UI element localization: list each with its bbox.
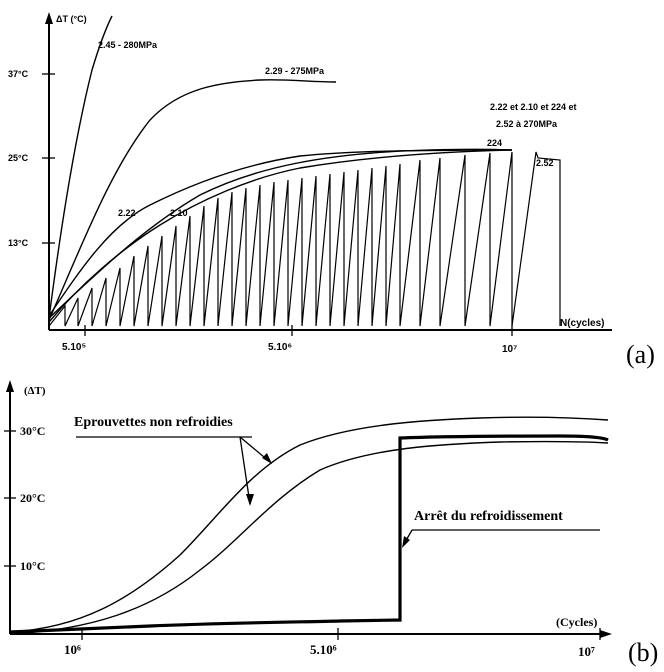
panel-a-curve-229 [48, 79, 337, 321]
panel-a-label-245: 2.45 - 280MPa [98, 40, 158, 50]
panel-a-label-group-2: 2.52 à 270MPa [496, 119, 558, 129]
panel-a-curve-222 [48, 149, 512, 317]
panel-b-xtick-label-1: 10⁶ [64, 642, 81, 657]
panel-b-label: (b) [628, 638, 659, 667]
panel-b-y-arrow [6, 380, 14, 392]
panel-a-xtick-label-2: 5.10⁶ [268, 342, 292, 353]
panel-a-xtick-label-1: 5.10⁵ [62, 342, 86, 353]
panel-b-annotation-2-arrowhead [402, 536, 410, 548]
panel-b-ytick-label-20: 20°C [20, 491, 45, 505]
panel-b-ytick-label-10: 10°C [20, 559, 45, 573]
panel-b-curve-lower [9, 440, 609, 635]
panel-a-label-224: 224 [487, 138, 502, 148]
panel-a-curve-224 [48, 148, 513, 319]
panel-a: ΔT (°C) N(cycles) 37°C 25°C 13°C 5.10⁵ 5… [8, 12, 612, 355]
panel-a-curve-245 [48, 15, 113, 319]
panel-b-annotation-1: Eprouvettes non refroidies [74, 415, 233, 430]
panel-a-cycling-252 [48, 151, 561, 327]
panel-a-ylabel: ΔT (°C) [56, 14, 87, 24]
panel-b: (ΔT) (Cycles) 30°C 20°C 10°C 10⁶ 5.10⁶ 1… [4, 380, 612, 659]
panel-b-annotation-1-arrowhead-a [246, 494, 254, 506]
panel-b-annotation-1-arrowhead-b [262, 453, 272, 464]
panel-a-y-arrow [45, 12, 53, 24]
panel-b-ylabel: (ΔT) [24, 385, 46, 397]
panel-a-label-222: 2.22 [118, 208, 136, 218]
panel-a-xtick-label-3: 10⁷ [502, 344, 517, 355]
panel-b-annotation-1-pointer-a [239, 436, 251, 505]
panel-a-label-210: 2.10 [170, 208, 188, 218]
panel-b-curve-upper [9, 416, 609, 633]
panel-b-x-arrow [600, 630, 612, 638]
panel-a-label: (a) [626, 340, 655, 369]
panel-a-label-252: 2.52 [536, 158, 554, 168]
panel-a-ytick-label-13: 13°C [8, 238, 29, 248]
panel-a-label-229: 2.29 - 275MPa [265, 66, 325, 76]
panel-a-ytick-label-37: 37°C [8, 69, 29, 79]
panel-a-label-group-1: 2.22 et 2.10 et 224 et [490, 102, 577, 112]
panel-b-xlabel: (Cycles) [556, 615, 597, 629]
panel-b-xtick-label-3: 10⁷ [578, 644, 595, 659]
panel-b-annotation-2: Arrêt du refroidissement [414, 509, 563, 524]
panel-a-curve-210 [48, 149, 513, 323]
panel-a-ytick-label-25: 25°C [8, 153, 29, 163]
panel-a-xlabel: N(cycles) [560, 318, 604, 329]
panel-b-curve-cooling-stopped [9, 434, 609, 634]
panel-b-xtick-label-2: 5.10⁶ [310, 642, 337, 657]
panel-b-ytick-label-30: 30°C [20, 424, 45, 438]
